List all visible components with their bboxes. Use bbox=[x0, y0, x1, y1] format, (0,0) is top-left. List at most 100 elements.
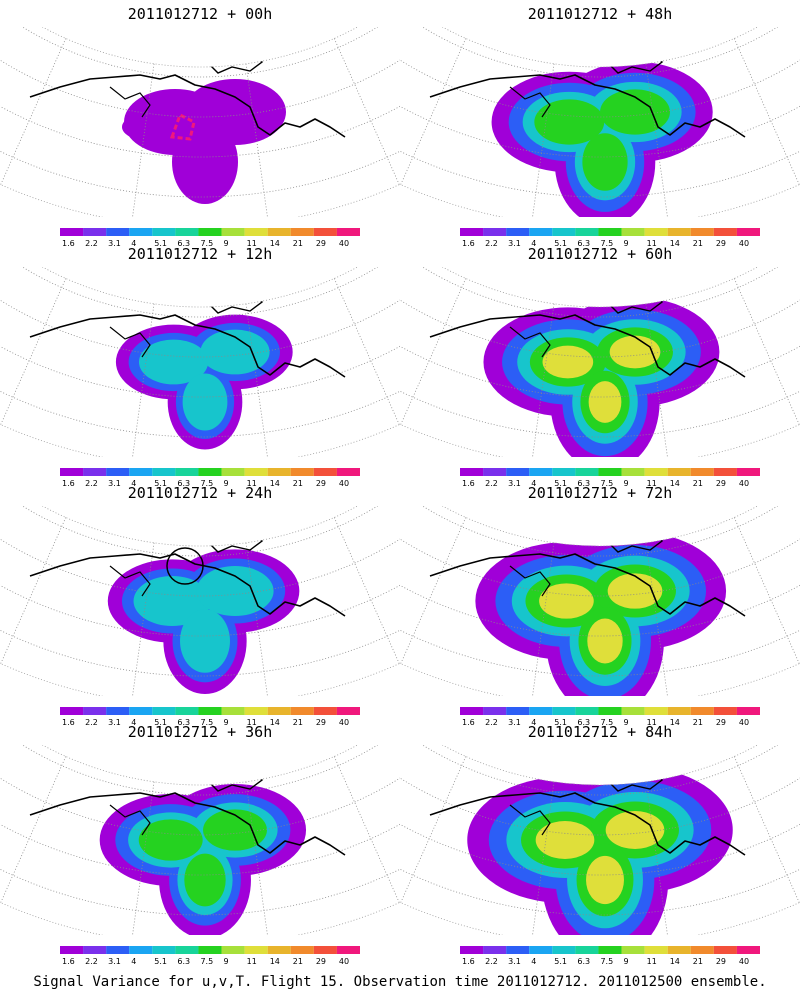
colorbar: 1.6 2.2 3.1 4 5.1 6.3 7.5 9 11 14 21 29 40 bbox=[460, 946, 760, 966]
latitude-line bbox=[0, 745, 400, 796]
map-boundary bbox=[0, 745, 400, 935]
panel-title: 2011012712 + 00h bbox=[127, 5, 273, 23]
map-content bbox=[400, 267, 800, 457]
colorbar-tick-label: 3.1 bbox=[508, 718, 521, 727]
variance-contour bbox=[600, 89, 670, 135]
colorbar-tick-label: 9 bbox=[624, 957, 629, 966]
arctic-islands bbox=[604, 756, 663, 792]
colorbar-tick-label: 29 bbox=[316, 718, 326, 727]
colorbar-swatch bbox=[290, 228, 314, 236]
panel-title: 2011012712 + 72h bbox=[527, 484, 673, 502]
colorbar-tick-label: 11 bbox=[647, 957, 657, 966]
map-panel: 2011012712 + 12h 1.6 2.2 3.1 4 5.1 6.3 7.5 9 11 14… bbox=[0, 245, 400, 490]
colorbar-swatch bbox=[129, 468, 153, 476]
colorbar-tick-label: 14 bbox=[270, 718, 280, 727]
colorbar-swatch bbox=[129, 946, 153, 954]
colorbar-swatch bbox=[506, 468, 530, 476]
colorbar-tick-label: 1.6 bbox=[462, 718, 475, 727]
colorbar-swatch bbox=[152, 468, 176, 476]
colorbar-tick-label: 14 bbox=[270, 957, 280, 966]
colorbar-tick-label: 4 bbox=[531, 718, 536, 727]
variance-contour bbox=[182, 373, 228, 431]
colorbar-swatch bbox=[60, 228, 84, 236]
colorbar-tick-label: 7.5 bbox=[600, 957, 613, 966]
colorbar-swatch bbox=[221, 468, 245, 476]
colorbar-swatch bbox=[575, 228, 599, 236]
colorbar-swatch bbox=[129, 707, 153, 715]
coastline bbox=[29, 314, 346, 378]
polar-map bbox=[0, 267, 400, 457]
colorbar: 1.6 2.2 3.1 4 5.1 6.3 7.5 9 11 14 21 29 40 bbox=[60, 228, 360, 248]
colorbar-swatch bbox=[221, 707, 245, 715]
colorbar-swatch bbox=[152, 707, 176, 715]
colorbar-tick-label: 4 bbox=[131, 479, 136, 488]
colorbar-swatch bbox=[290, 468, 314, 476]
map-content bbox=[400, 745, 800, 935]
colorbar-swatch bbox=[83, 707, 107, 715]
colorbar-swatch bbox=[60, 707, 84, 715]
colorbar-swatch bbox=[667, 228, 691, 236]
map-panel: 2011012712 + 24h 1.6 2.2 3.1 4 5.1 6.3 7.5 9 11 14… bbox=[0, 484, 400, 729]
variance-contour bbox=[588, 381, 622, 423]
variance-contour bbox=[196, 119, 224, 175]
arctic-islands bbox=[604, 278, 663, 314]
colorbar-swatch bbox=[244, 468, 268, 476]
map-boundary bbox=[400, 745, 800, 935]
variance-contour bbox=[122, 113, 178, 141]
variance-contour bbox=[535, 821, 595, 859]
coastline bbox=[429, 792, 746, 856]
colorbar-swatch bbox=[460, 228, 484, 236]
map-boundary bbox=[400, 506, 800, 696]
colorbar-swatch bbox=[267, 468, 291, 476]
map-boundary bbox=[400, 267, 800, 457]
colorbar-swatch bbox=[336, 707, 360, 715]
colorbar-tick-label: 6.3 bbox=[177, 957, 190, 966]
variance-contour bbox=[184, 853, 226, 907]
colorbar-tick-label: 9 bbox=[624, 479, 629, 488]
coastline bbox=[429, 553, 746, 617]
colorbar-swatch bbox=[313, 228, 337, 236]
colorbar-tick-label: 40 bbox=[339, 239, 349, 248]
colorbar-swatch bbox=[175, 228, 199, 236]
colorbar-swatch bbox=[290, 946, 314, 954]
colorbar-tick-label: 40 bbox=[739, 718, 749, 727]
colorbar-swatch bbox=[313, 707, 337, 715]
colorbar-swatch bbox=[736, 707, 760, 715]
colorbar-swatch bbox=[483, 707, 507, 715]
colorbar-swatch bbox=[644, 946, 668, 954]
map-content bbox=[0, 267, 400, 457]
colorbar-tick-label: 5.1 bbox=[554, 479, 567, 488]
colorbar-swatch bbox=[313, 946, 337, 954]
colorbar-swatch bbox=[336, 228, 360, 236]
map-panel: 2011012712 + 48h 1.6 2.2 3.1 4 5.1 6.3 7.5 9 11 14… bbox=[400, 5, 800, 250]
colorbar-tick-label: 7.5 bbox=[600, 479, 613, 488]
colorbar-swatch bbox=[244, 707, 268, 715]
colorbar: 1.6 2.2 3.1 4 5.1 6.3 7.5 9 11 14 21 29 40 bbox=[460, 707, 760, 727]
colorbar-swatch bbox=[198, 707, 222, 715]
colorbar-swatch bbox=[336, 468, 360, 476]
colorbar-swatch bbox=[529, 468, 553, 476]
map-boundary bbox=[0, 267, 400, 457]
colorbar-swatch bbox=[621, 707, 645, 715]
longitude-line bbox=[333, 278, 400, 425]
colorbar-swatch bbox=[506, 946, 530, 954]
colorbar-swatch bbox=[552, 468, 576, 476]
colorbar-swatch bbox=[713, 468, 737, 476]
map-boundary bbox=[0, 506, 400, 696]
colorbar: 1.6 2.2 3.1 4 5.1 6.3 7.5 9 11 14 21 29 40 bbox=[460, 468, 760, 488]
colorbar-swatch bbox=[690, 468, 714, 476]
colorbar-swatch bbox=[506, 228, 530, 236]
variance-contour bbox=[203, 809, 267, 851]
colorbar-tick-label: 9 bbox=[224, 718, 229, 727]
colorbar-tick-label: 6.3 bbox=[177, 239, 190, 248]
colorbar-swatch bbox=[598, 707, 622, 715]
longitude-line bbox=[733, 38, 800, 185]
colorbar-swatch bbox=[60, 946, 84, 954]
variance-contour bbox=[605, 811, 665, 849]
arctic-islands bbox=[604, 517, 663, 553]
colorbar-swatch bbox=[667, 468, 691, 476]
variance-contour bbox=[196, 566, 274, 616]
variance-contour bbox=[180, 609, 230, 673]
colorbar-tick-label: 11 bbox=[647, 479, 657, 488]
polar-map bbox=[0, 745, 400, 935]
